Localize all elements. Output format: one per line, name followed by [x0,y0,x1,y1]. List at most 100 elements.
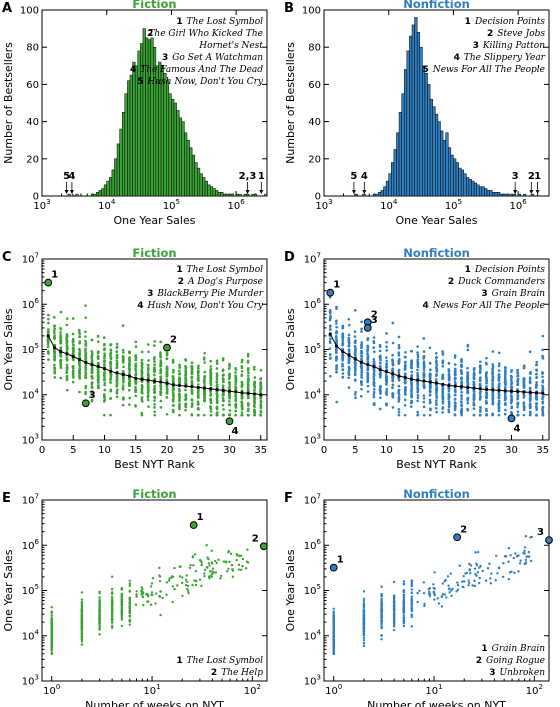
data-point [52,316,56,319]
data-point [246,386,250,390]
data-point [140,593,143,596]
data-point [184,374,187,377]
annotation-label: 2 [252,533,259,544]
data-point [161,596,164,600]
data-point [53,376,57,379]
data-point [80,635,84,639]
x-tick-label: 102 [244,683,261,697]
data-point [360,368,364,372]
data-point [372,390,376,394]
data-point [503,372,507,376]
data-point [109,397,113,400]
data-point [403,361,407,364]
data-point [341,348,345,351]
histogram-bar [101,188,105,197]
data-point [197,374,200,378]
data-point [380,585,383,588]
data-point [447,389,451,393]
data-point [140,589,143,593]
legend-text: The Help [221,668,263,678]
data-point [241,557,245,561]
data-point [84,370,87,374]
annotation-arrowhead [245,190,250,194]
x-tick-label: 101 [143,683,160,697]
median-point [227,389,232,393]
data-point [202,358,206,361]
histogram-bar [445,132,449,197]
data-point [491,363,495,366]
data-point [158,574,161,577]
data-point [366,352,369,356]
data-point [359,394,363,398]
data-point [466,345,469,348]
panel-letter: E [2,491,11,506]
data-point [46,342,50,346]
data-point [238,554,241,558]
y-tick-label: 105 [304,583,321,597]
data-point [253,396,256,400]
data-point [422,413,426,417]
data-point [72,358,75,362]
data-point [128,623,131,626]
data-point [209,410,213,413]
data-point [380,625,383,628]
data-point [397,408,401,411]
data-point [227,367,231,370]
y-tick-label: 107 [22,252,39,266]
median-point [196,385,200,390]
data-point [47,330,50,334]
data-point [379,359,382,362]
data-point [447,377,451,381]
data-point [190,369,194,373]
data-point [207,562,211,565]
data-point [65,358,69,362]
data-point [78,390,81,394]
data-point [134,380,138,384]
data-point [240,413,244,417]
data-point [437,602,441,605]
data-point [433,587,436,590]
data-point [122,380,125,384]
data-point [490,572,493,575]
data-point [227,386,231,390]
data-point [335,368,338,371]
data-point [120,603,124,606]
data-point [98,633,101,636]
data-point [227,549,230,553]
data-point [360,327,363,331]
data-point [541,384,544,388]
data-point [466,366,469,370]
data-point [153,410,156,414]
data-point [485,378,488,382]
data-point [65,339,69,342]
data-point [435,368,439,372]
data-point [447,397,451,401]
data-point [47,358,50,361]
y-tick-label: 60 [26,80,39,91]
data-point [392,619,396,622]
median-point [428,380,432,384]
data-point [460,363,463,367]
data-point [121,358,125,362]
data-point [353,335,357,338]
data-point [433,594,436,597]
panel-letter: B [284,1,294,16]
histogram-bar [460,169,465,197]
data-point [491,413,494,416]
data-point [508,571,512,574]
data-point [47,321,50,325]
data-point [78,363,81,366]
median-point [397,374,401,378]
data-point [497,373,501,376]
legend-number: 5 [423,65,429,75]
median-point [528,390,532,395]
data-point [435,410,438,414]
data-point [191,555,195,558]
data-point [491,371,495,374]
data-point [140,386,144,390]
data-point [380,619,383,622]
data-point [71,375,75,379]
data-point [159,355,163,359]
data-point [205,543,208,547]
